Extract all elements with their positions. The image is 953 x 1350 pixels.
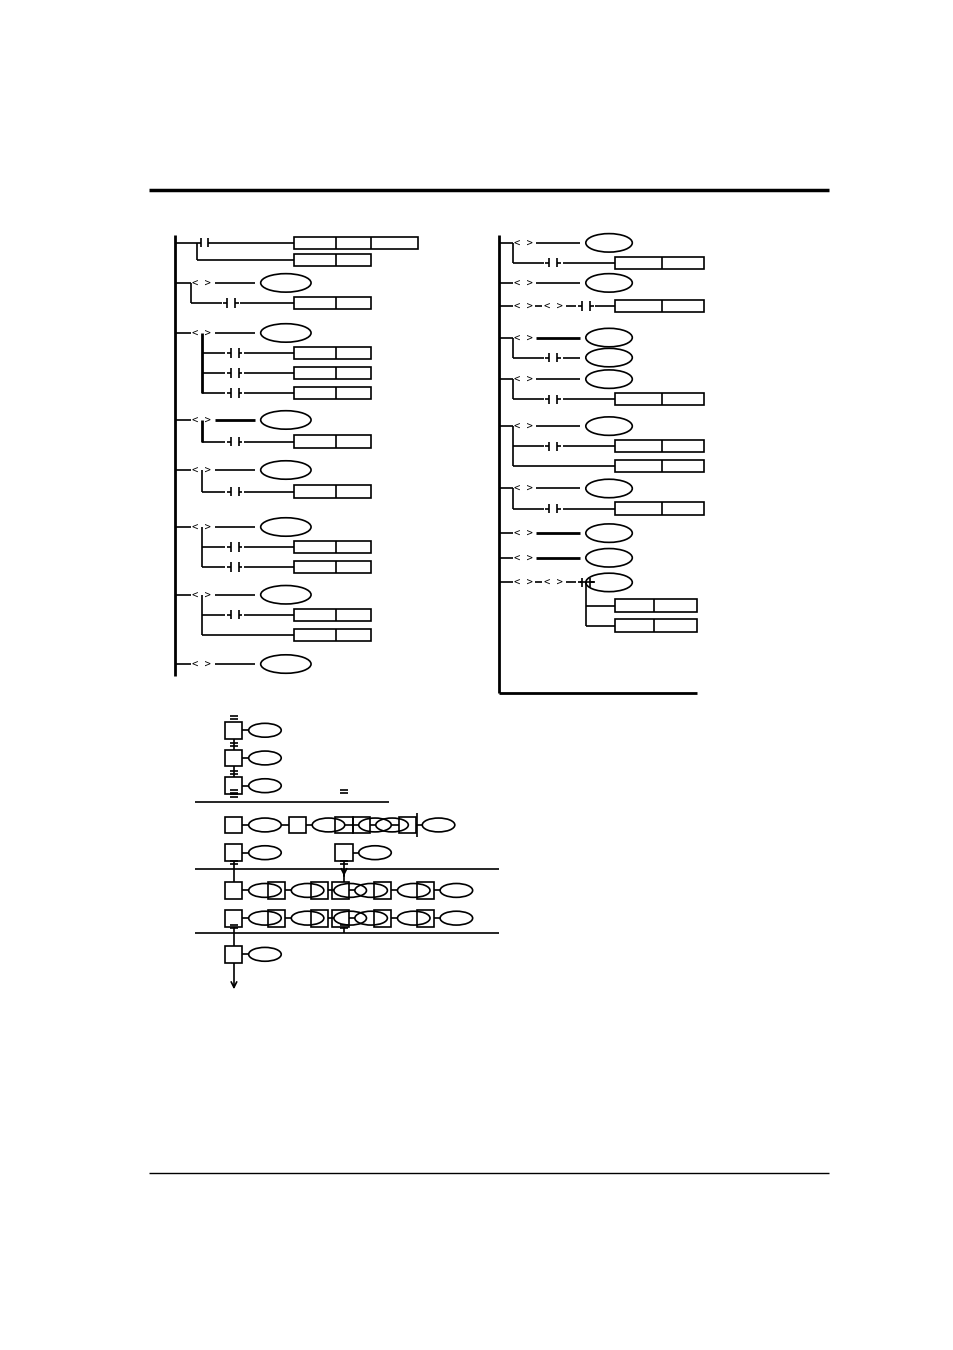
Bar xyxy=(294,254,371,266)
Bar xyxy=(294,541,371,554)
Bar xyxy=(294,347,371,359)
Bar xyxy=(225,778,242,794)
Text: < >: < > xyxy=(514,552,533,563)
Text: < >: < > xyxy=(192,328,211,338)
Bar xyxy=(294,609,371,621)
Text: < >: < > xyxy=(514,238,533,248)
Bar xyxy=(289,817,306,833)
Text: < >: < > xyxy=(192,590,211,599)
Bar xyxy=(311,910,328,926)
Bar xyxy=(294,297,371,309)
Bar xyxy=(311,882,328,899)
Bar xyxy=(615,440,703,452)
Bar xyxy=(268,882,285,899)
Text: < >: < > xyxy=(192,522,211,532)
Bar xyxy=(294,560,371,574)
Bar xyxy=(225,722,242,738)
Bar xyxy=(335,817,353,833)
Bar xyxy=(615,502,703,514)
Bar xyxy=(225,946,242,963)
Bar xyxy=(225,844,242,861)
Text: < >: < > xyxy=(514,578,533,587)
Text: < >: < > xyxy=(514,332,533,343)
Bar xyxy=(294,435,371,448)
Text: < >: < > xyxy=(543,301,562,310)
Text: < >: < > xyxy=(514,421,533,431)
Text: < >: < > xyxy=(192,659,211,670)
Bar xyxy=(398,817,416,833)
Bar xyxy=(332,910,348,926)
Text: < >: < > xyxy=(514,374,533,385)
Text: < >: < > xyxy=(514,483,533,494)
Text: < >: < > xyxy=(192,414,211,425)
Text: < >: < > xyxy=(192,278,211,288)
Bar xyxy=(615,460,703,472)
Bar xyxy=(294,387,371,400)
Bar xyxy=(615,620,696,632)
Bar xyxy=(416,910,434,926)
Text: < >: < > xyxy=(514,278,533,288)
Bar xyxy=(294,486,371,498)
Bar xyxy=(225,817,242,833)
Text: < >: < > xyxy=(543,578,562,587)
Text: < >: < > xyxy=(514,528,533,539)
Bar xyxy=(353,817,369,833)
Bar xyxy=(225,910,242,926)
Bar xyxy=(615,256,703,269)
Bar xyxy=(294,629,371,641)
Bar xyxy=(332,882,348,899)
Bar xyxy=(225,882,242,899)
Bar xyxy=(374,910,391,926)
Text: < >: < > xyxy=(514,301,533,310)
Bar xyxy=(225,749,242,767)
Bar xyxy=(268,910,285,926)
Bar xyxy=(615,393,703,405)
Text: < >: < > xyxy=(192,464,211,475)
Bar xyxy=(294,367,371,379)
Bar xyxy=(374,882,391,899)
Bar xyxy=(615,599,696,612)
Bar xyxy=(335,844,353,861)
Bar xyxy=(294,236,417,248)
Bar xyxy=(416,882,434,899)
Bar xyxy=(615,300,703,312)
